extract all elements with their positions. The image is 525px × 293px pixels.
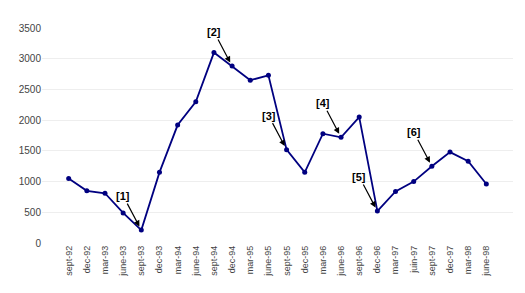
svg-text:dec-96: dec-96 (372, 246, 382, 274)
svg-text:mar-96: mar-96 (318, 246, 328, 275)
svg-text:mar-97: mar-97 (390, 246, 400, 275)
svg-text:mar-94: mar-94 (173, 246, 183, 275)
svg-text:[6]: [6] (407, 126, 421, 138)
svg-text:[5]: [5] (352, 171, 366, 183)
svg-text:sept-94: sept-94 (209, 246, 219, 276)
svg-text:june-94: june-94 (191, 246, 201, 277)
svg-text:3000: 3000 (19, 53, 42, 64)
svg-text:mar-95: mar-95 (245, 246, 255, 275)
svg-text:500: 500 (24, 207, 41, 218)
svg-text:june-98: june-98 (481, 246, 491, 277)
svg-text:sept-93: sept-93 (136, 246, 146, 276)
svg-text:3500: 3500 (19, 23, 42, 34)
svg-text:june-96: june-96 (336, 246, 346, 277)
svg-text:1500: 1500 (19, 145, 42, 156)
svg-text:[2]: [2] (207, 26, 221, 38)
svg-text:[3]: [3] (262, 110, 276, 122)
svg-text:dec-97: dec-97 (445, 246, 455, 274)
svg-text:mar-93: mar-93 (100, 246, 110, 275)
svg-text:dec-92: dec-92 (82, 246, 92, 274)
svg-text:juin-97: juin-97 (409, 246, 419, 274)
svg-text:june-93: june-93 (118, 246, 128, 277)
svg-text:dec-95: dec-95 (300, 246, 310, 274)
svg-text:0: 0 (35, 238, 41, 249)
svg-text:sept-97: sept-97 (427, 246, 437, 276)
svg-text:1000: 1000 (19, 176, 42, 187)
svg-text:2500: 2500 (19, 84, 42, 95)
svg-text:sept-92: sept-92 (64, 246, 74, 276)
svg-text:june-95: june-95 (263, 246, 273, 277)
svg-text:sept-96: sept-96 (354, 246, 364, 276)
svg-text:[1]: [1] (116, 190, 130, 202)
svg-text:2000: 2000 (19, 115, 42, 126)
svg-text:sept-95: sept-95 (282, 246, 292, 276)
svg-text:[4]: [4] (316, 97, 330, 109)
svg-text:dec-94: dec-94 (227, 246, 237, 274)
svg-text:mar-98: mar-98 (463, 246, 473, 275)
svg-text:dec-93: dec-93 (154, 246, 164, 274)
